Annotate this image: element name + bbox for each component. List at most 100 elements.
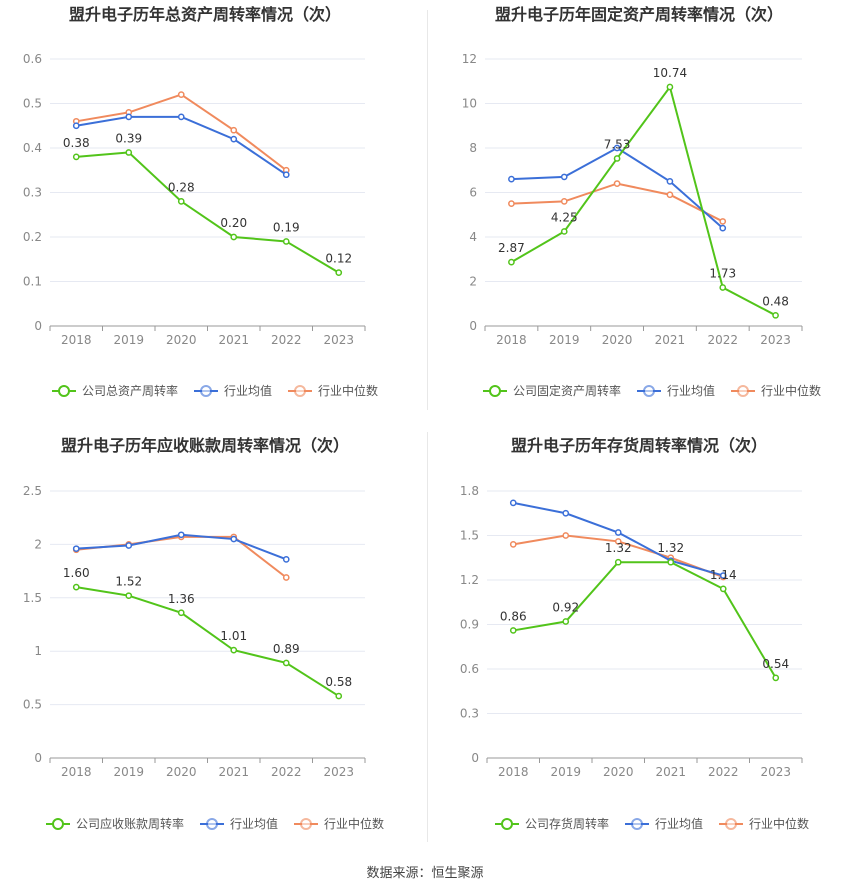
y-tick-label: 1.5 [23, 591, 42, 605]
data-point [666, 191, 674, 199]
y-tick-label: 0.9 [460, 618, 479, 632]
legend-item-3: 行业中位数 [288, 383, 378, 398]
y-tick-label: 12 [462, 52, 477, 66]
x-tick-label: 2022 [271, 333, 302, 347]
x-tick-label: 2019 [549, 333, 580, 347]
data-point [125, 149, 133, 156]
y-tick-label: 1.5 [460, 529, 479, 543]
x-tick-label: 2021 [218, 765, 249, 779]
legend-label: 行业中位数 [749, 816, 809, 831]
data-label: 1.32 [657, 541, 684, 555]
x-tick-label: 2020 [603, 765, 634, 779]
legend-label: 行业均值 [230, 816, 278, 831]
x-tick-label: 2023 [323, 333, 354, 347]
x-tick-label: 2021 [655, 333, 686, 347]
data-point [72, 545, 80, 553]
y-tick-label: 1 [34, 644, 42, 658]
y-tick-label: 8 [469, 141, 477, 155]
legend-label: 行业均值 [224, 383, 272, 398]
series-line-1 [76, 586, 340, 697]
data-point [177, 609, 185, 617]
x-tick-label: 2018 [61, 765, 92, 779]
data-point [562, 509, 570, 517]
data-point [282, 574, 290, 581]
y-tick-label: 0.5 [23, 97, 42, 111]
series-line-3 [76, 93, 287, 172]
data-point [282, 238, 290, 245]
y-tick-label: 0 [471, 751, 479, 765]
data-point [125, 113, 133, 121]
legend-marker [631, 818, 643, 830]
y-tick-label: 2.5 [23, 484, 42, 498]
data-point [560, 198, 568, 205]
y-tick-label: 0.6 [460, 662, 479, 676]
legend-marker [737, 385, 749, 397]
legend-marker [52, 818, 64, 830]
x-tick-label: 2022 [707, 333, 738, 347]
data-point [282, 659, 290, 667]
x-tick-label: 2023 [323, 765, 354, 779]
data-point [719, 585, 727, 593]
legend-marker [725, 818, 737, 830]
y-tick-label: 0.6 [23, 52, 42, 66]
data-point [230, 135, 238, 143]
data-label: 10.74 [653, 66, 687, 80]
chart-panel-4: 盟升电子历年存货周转率情况（次） 0 0.3 0.6 0.9 1.2 1.5 1.8 2018 2… [460, 436, 809, 831]
x-tick-label: 2021 [655, 765, 686, 779]
x-tick-label: 2018 [61, 333, 92, 347]
y-tick-label: 0.1 [23, 275, 42, 289]
x-tick-label: 2020 [166, 765, 197, 779]
data-point [719, 224, 727, 232]
data-point [177, 531, 185, 539]
legend-item-3: 行业中位数 [294, 816, 384, 831]
legend-item-1: 公司总资产周转率 [52, 383, 178, 398]
chart-panel-1: 盟升电子历年总资产周转率情况（次） 0 0.1 0.2 0.3 0.4 0.5 0.6 2018… [23, 5, 378, 398]
data-point [282, 171, 290, 179]
legend-item-1: 公司存货周转率 [495, 816, 609, 831]
chart-title: 盟升电子历年应收账款周转率情况（次） [61, 436, 349, 455]
y-tick-label: 0.5 [23, 698, 42, 712]
panel-divider-bottom [427, 432, 428, 842]
data-point [509, 627, 517, 634]
data-point [509, 499, 517, 507]
data-label: 0.48 [762, 294, 789, 308]
legend-marker [489, 385, 501, 397]
y-tick-label: 2 [469, 275, 477, 289]
y-tick-label: 6 [469, 186, 477, 200]
data-source-note: 数据来源：恒生聚源 [366, 866, 484, 881]
data-label: 7.53 [604, 137, 631, 151]
data-point [508, 175, 515, 183]
y-tick-label: 0 [34, 319, 42, 333]
legend-item-3: 行业中位数 [731, 383, 821, 398]
legend-label: 公司应收账款周转率 [76, 816, 184, 831]
legend-label: 公司固定资产周转率 [513, 383, 621, 398]
data-point [72, 122, 80, 130]
data-point [613, 180, 621, 187]
chart-title: 盟升电子历年固定资产周转率情况（次） [495, 5, 783, 24]
x-tick-label: 2019 [113, 765, 144, 779]
data-point [230, 233, 238, 241]
data-label: 1.14 [710, 568, 737, 582]
legend-marker [300, 818, 312, 830]
legend-marker [200, 385, 212, 397]
data-point [72, 153, 80, 161]
data-point [230, 646, 238, 654]
y-tick-label: 2 [34, 537, 42, 551]
data-point [613, 155, 621, 162]
data-label: 0.38 [63, 136, 90, 150]
data-point [772, 674, 780, 682]
data-point [719, 218, 727, 225]
x-tick-label: 2022 [271, 765, 302, 779]
data-label: 0.20 [220, 216, 247, 230]
data-label: 4.25 [551, 210, 578, 224]
data-label: 0.89 [273, 642, 300, 656]
data-point [560, 173, 568, 181]
chart-panel-2: 盟升电子历年固定资产周转率情况（次） 0 2 4 6 8 10 12 2018 2019 2020 2… [462, 5, 821, 398]
data-point [719, 572, 727, 579]
x-tick-label: 2018 [498, 765, 529, 779]
data-point [509, 541, 517, 548]
data-point [666, 83, 674, 91]
x-tick-label: 2020 [602, 333, 633, 347]
